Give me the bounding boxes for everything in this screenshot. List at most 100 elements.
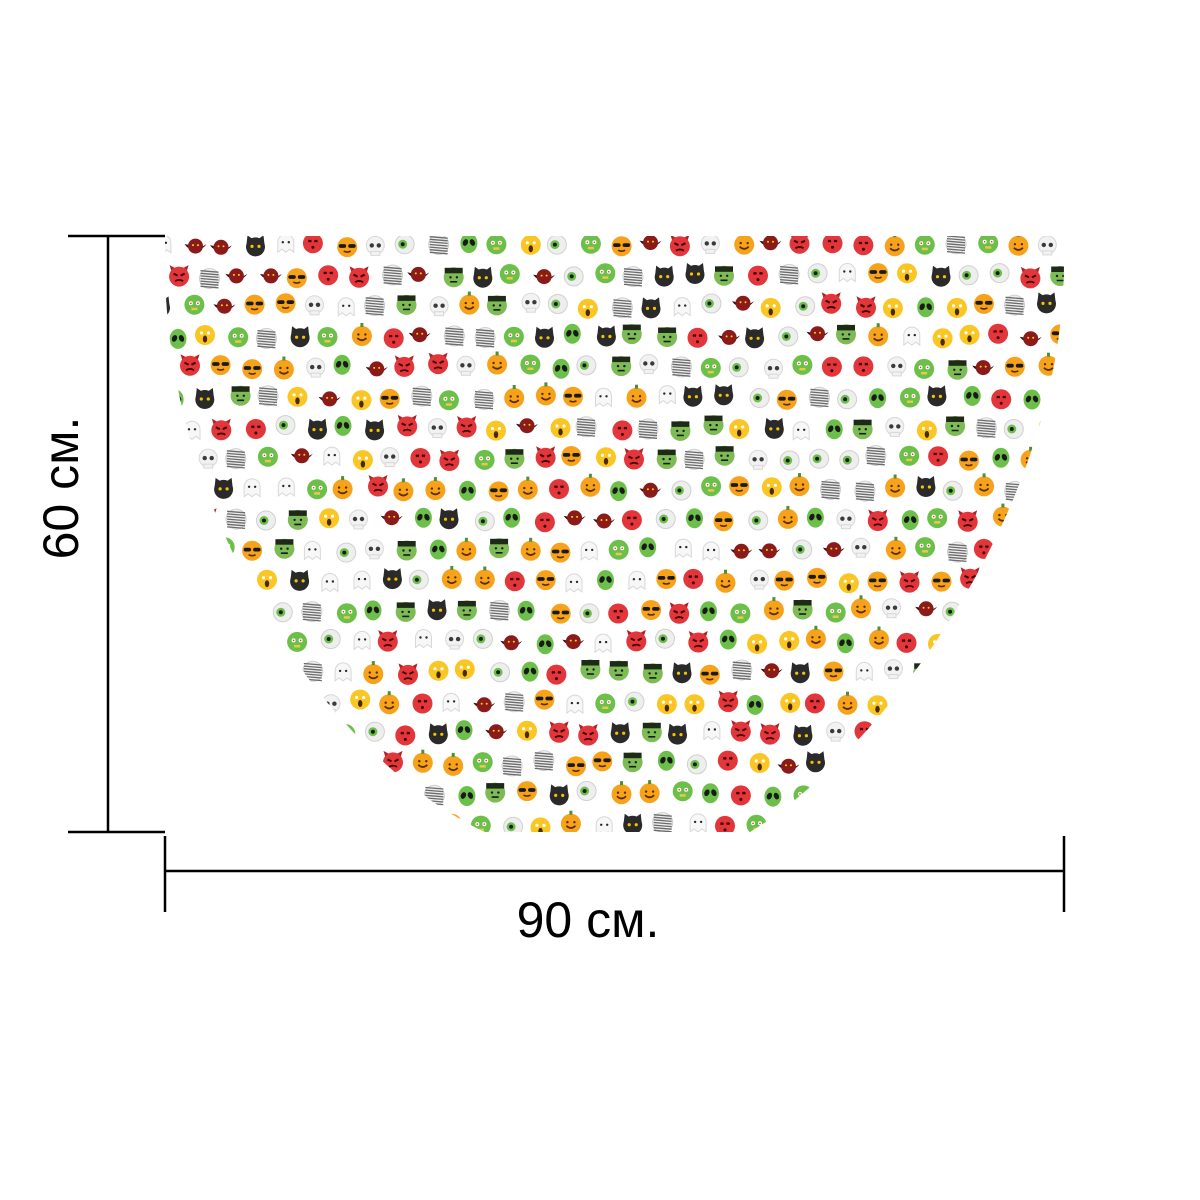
skull-icon	[851, 537, 871, 558]
eyeball-icon	[655, 509, 676, 529]
vampire-bat-icon	[165, 359, 174, 375]
angry-red-face-icon	[928, 446, 949, 467]
pumpkin-smile-icon	[974, 473, 995, 497]
sunglasses-face-icon	[242, 359, 263, 380]
mummy-icon	[637, 418, 659, 440]
width-dimension: 90 см.	[163, 836, 1066, 948]
screaming-face-icon	[287, 386, 308, 407]
frankenstein-icon	[611, 356, 632, 377]
mummy-icon	[533, 750, 555, 772]
vampire-bat-icon	[408, 327, 431, 343]
mummy-icon	[199, 268, 220, 289]
frankenstein-icon	[395, 601, 416, 622]
black-cat-icon	[535, 326, 554, 348]
angry-red-face-icon	[410, 448, 431, 468]
alien-icon	[503, 507, 521, 528]
sunglasses-face-icon	[348, 754, 369, 775]
zombie-icon	[274, 722, 295, 743]
eyeball-icon	[408, 569, 429, 590]
frankenstein-icon	[504, 448, 525, 469]
alien-icon	[686, 508, 703, 529]
alien-icon	[639, 537, 657, 558]
black-cat-icon	[790, 662, 810, 684]
screaming-face-icon	[780, 692, 801, 713]
black-cat-icon	[183, 722, 203, 744]
pumpkin-smile-icon	[885, 536, 906, 560]
devil-icon	[669, 236, 690, 257]
black-cat-icon	[308, 418, 327, 440]
eyeball-icon	[837, 389, 858, 410]
eyeball-icon	[503, 816, 524, 832]
skull-icon	[445, 629, 465, 650]
vampire-bat-icon	[244, 726, 267, 742]
sunglasses-face-icon	[210, 355, 231, 376]
zombie-icon	[1007, 540, 1027, 561]
sunglasses-face-icon	[823, 661, 844, 682]
zombie-icon	[307, 479, 328, 500]
devil-icon	[899, 571, 920, 593]
skull-icon	[764, 358, 783, 379]
mummy-icon	[731, 659, 753, 681]
eyeball-icon	[624, 691, 645, 712]
black-cat-icon	[439, 508, 459, 530]
screaming-face-icon	[577, 298, 598, 319]
black-cat-icon	[290, 569, 310, 591]
angry-red-face-icon	[395, 725, 416, 746]
vampire-bat-icon	[335, 784, 358, 800]
mummy-icon	[225, 448, 247, 470]
sunglasses-face-icon	[441, 813, 462, 832]
mummy-icon	[474, 327, 496, 348]
devil-icon	[688, 631, 709, 653]
zombie-icon	[608, 539, 629, 560]
eyeball-icon	[336, 542, 357, 563]
angry-red-face-icon	[852, 786, 873, 807]
skull-icon	[364, 539, 384, 560]
vampire-bat-icon	[500, 635, 523, 651]
sunglasses-face-icon	[868, 263, 889, 284]
pumpkin-smile-icon	[560, 810, 581, 832]
screaming-face-icon	[1050, 512, 1064, 533]
sunglasses-face-icon	[535, 570, 556, 591]
screaming-face-icon	[838, 573, 859, 594]
sunglasses-face-icon	[534, 689, 555, 710]
zombie-icon	[499, 264, 520, 284]
sunglasses-face-icon	[275, 293, 296, 314]
devil-icon	[169, 813, 190, 832]
frankenstein-icon	[656, 449, 677, 470]
skull-icon	[198, 448, 218, 469]
alien-icon	[842, 753, 859, 774]
eyeball-icon	[576, 781, 597, 801]
sunglasses-face-icon	[337, 237, 358, 258]
frankenstein-icon	[169, 508, 190, 529]
zombie-icon	[595, 263, 616, 284]
skull-icon	[869, 814, 889, 832]
black-cat-icon	[549, 784, 569, 806]
mummy-icon	[1004, 294, 1025, 316]
screaming-face-icon	[350, 689, 371, 710]
devil-icon	[718, 690, 739, 713]
angry-red-face-icon	[608, 603, 629, 624]
devil-icon	[1050, 446, 1064, 469]
zombie-icon	[182, 603, 203, 624]
zombie-icon	[335, 724, 356, 744]
ghost-icon	[277, 477, 295, 497]
skull-icon	[305, 295, 324, 316]
alien-icon	[963, 385, 981, 406]
screaming-face-icon	[928, 813, 949, 832]
mummy-icon	[501, 755, 523, 777]
alien-icon	[901, 510, 919, 531]
pumpkin-smile-icon	[504, 385, 525, 408]
vampire-bat-icon	[365, 361, 388, 377]
eyeball-icon	[272, 602, 293, 623]
skull-icon	[639, 354, 659, 374]
eyeball-icon	[942, 601, 963, 622]
vampire-bat-icon	[382, 817, 405, 832]
zombie-icon	[184, 663, 205, 684]
mummy-icon	[897, 693, 919, 715]
width-label: 90 см.	[517, 892, 660, 948]
frankenstein-icon	[945, 416, 966, 436]
screaming-face-icon	[1035, 540, 1056, 561]
skull-icon	[915, 782, 934, 803]
devil-icon	[886, 780, 907, 802]
